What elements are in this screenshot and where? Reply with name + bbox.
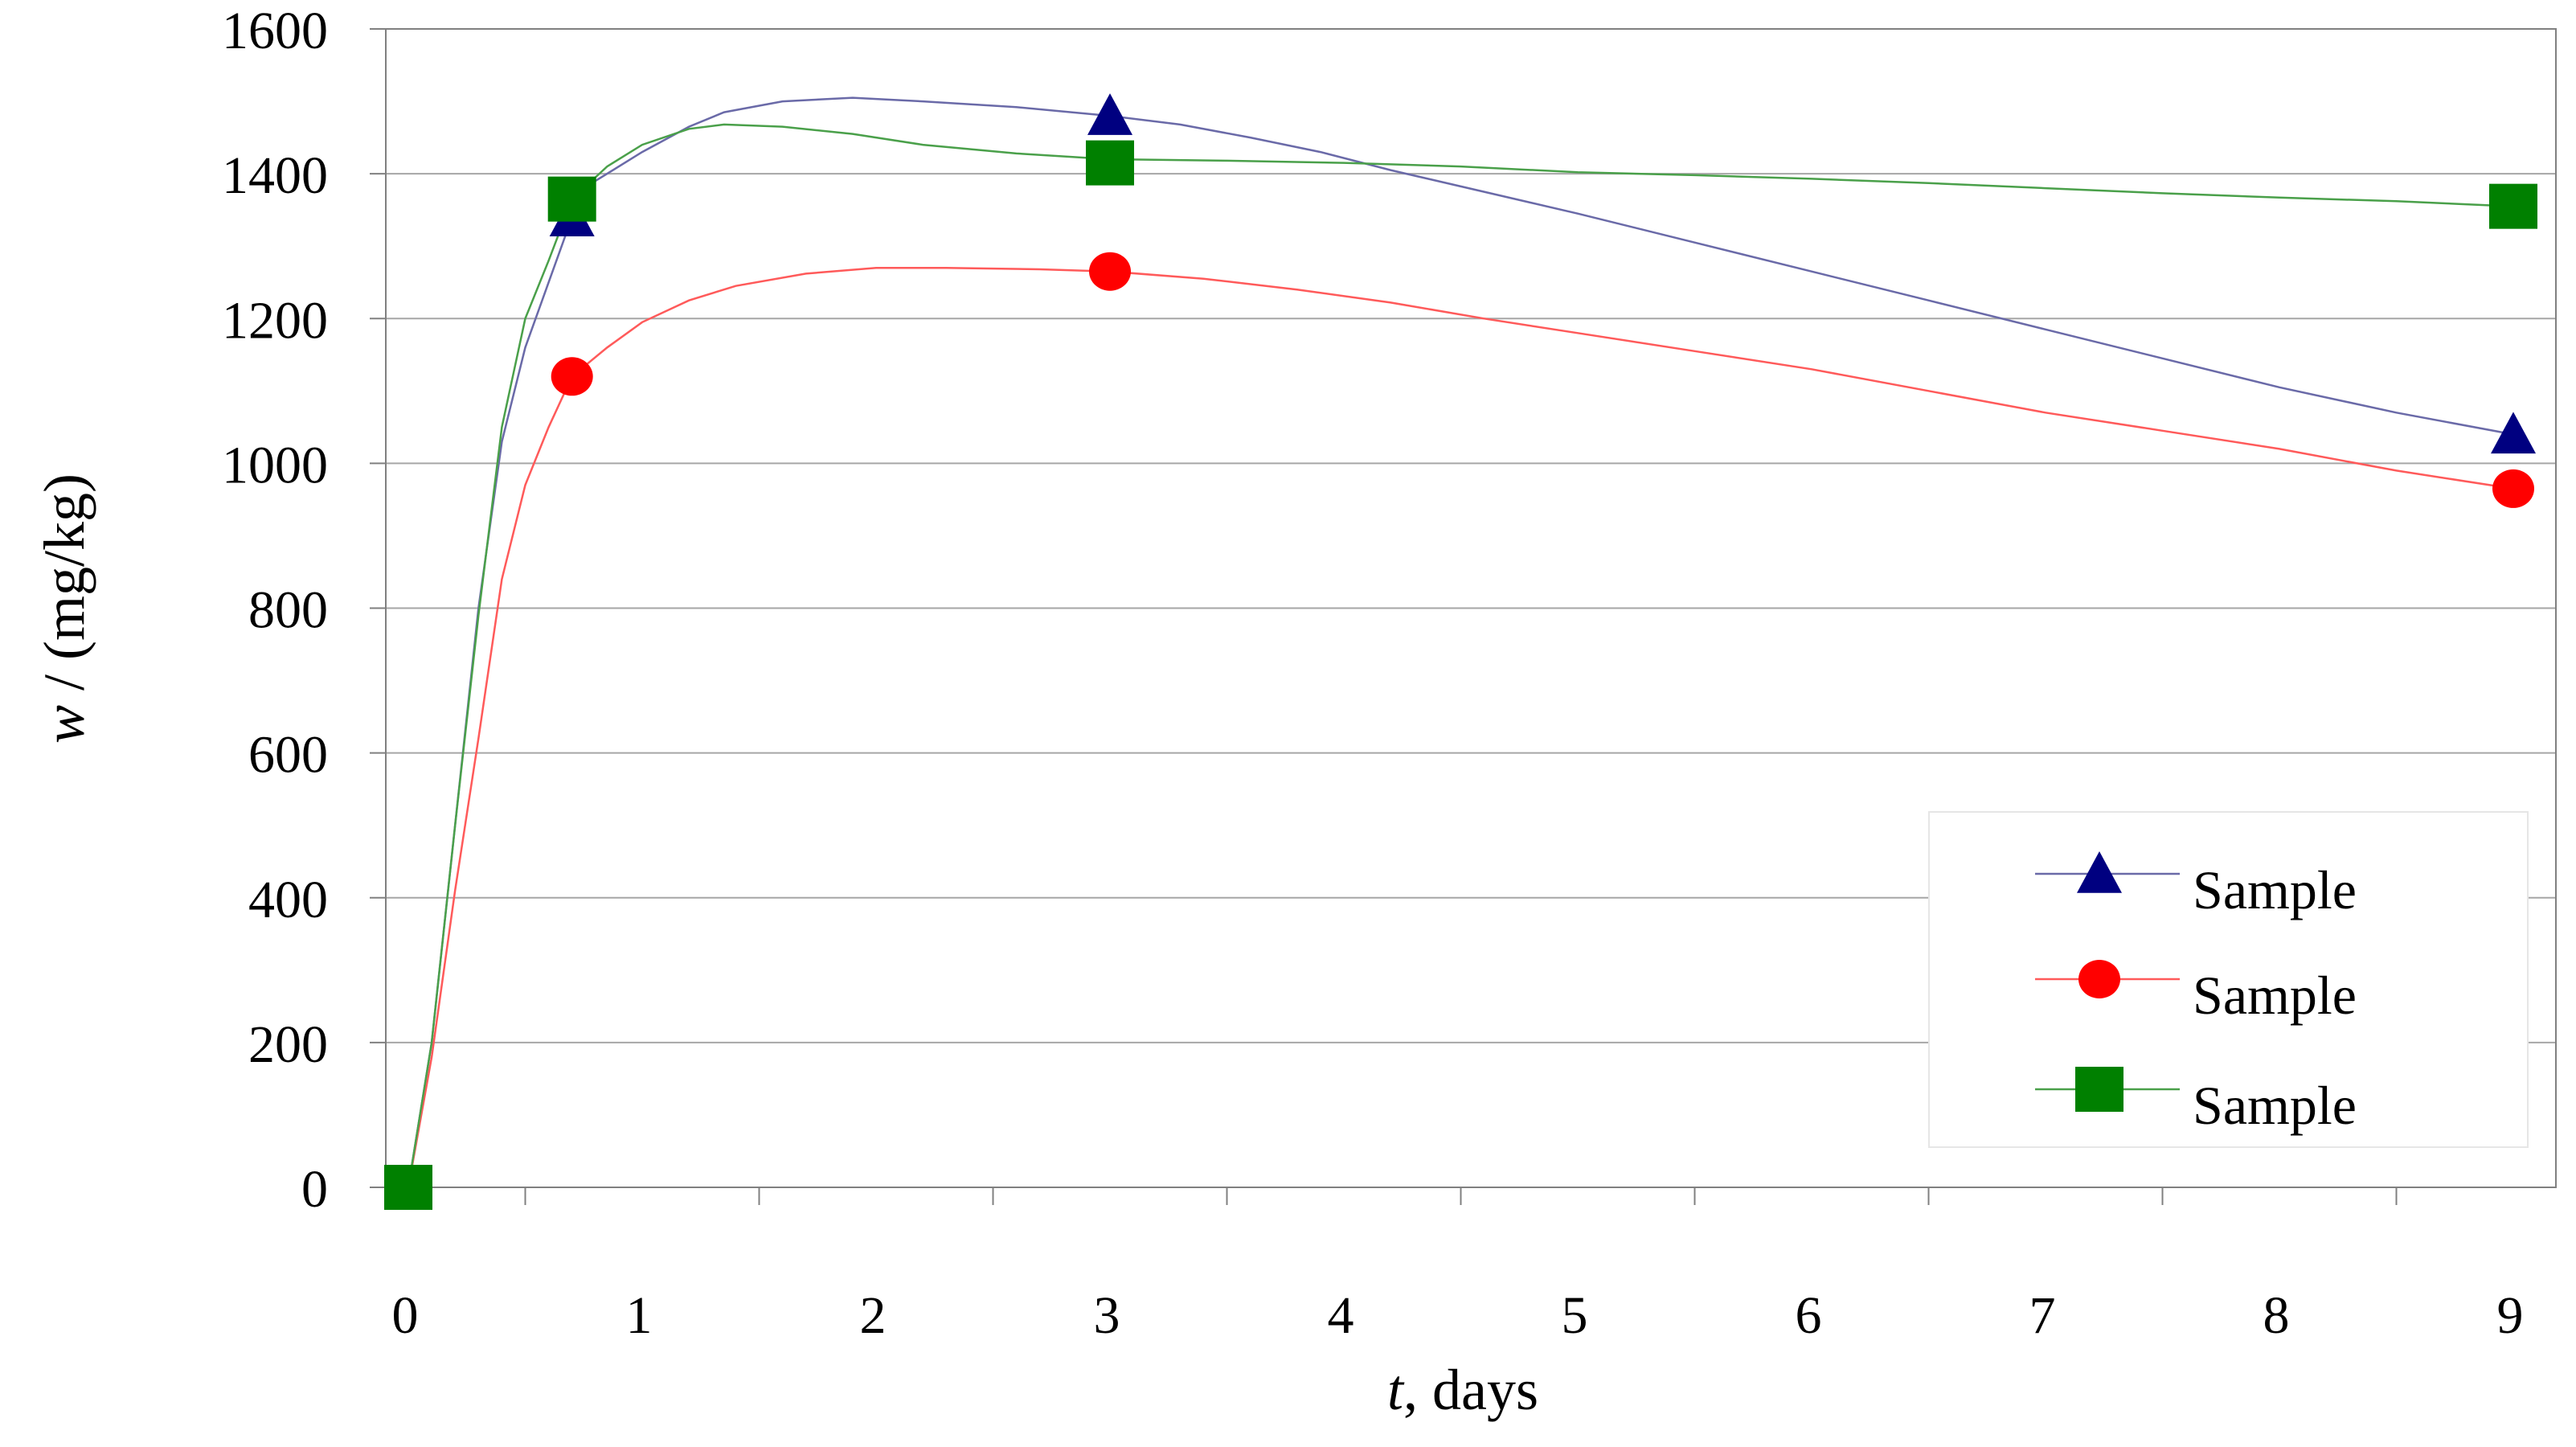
series-1-point-4: [2491, 412, 2536, 454]
y-tick-label-800: 800: [248, 581, 328, 640]
x-tick-label-6: 6: [1796, 1286, 1822, 1345]
y-tick-label-1600: 1600: [222, 2, 328, 60]
x-tick-label-2: 2: [860, 1286, 887, 1345]
y-tick-label-200: 200: [248, 1015, 328, 1074]
series-3-point-1: [384, 1165, 432, 1210]
series-markers: [384, 93, 2537, 1210]
series-2-point-3: [1089, 252, 1131, 291]
y-tick-labels: 0 200 400 600 800 1000 1200 1400 1600: [222, 2, 328, 1219]
series-line-1: [407, 96, 2514, 1188]
series-2-point-4: [2492, 469, 2534, 508]
legend-label-1: Sample: [2193, 859, 2357, 920]
y-tick-label-0: 0: [301, 1160, 328, 1219]
legend-label-3: Sample: [2193, 1075, 2357, 1136]
series-lines: [407, 96, 2514, 1188]
x-tick-label-5: 5: [1562, 1286, 1588, 1345]
series-line-3: [407, 123, 2514, 1188]
x-tick-label-3: 3: [1094, 1286, 1120, 1345]
legend-marker-3: [2075, 1067, 2123, 1112]
legend-marker-1: [2077, 851, 2122, 893]
x-tick-label-7: 7: [2029, 1286, 2056, 1345]
y-axis-label: w / (mg/kg): [32, 473, 96, 744]
legend: Sample Sample Sample: [1928, 811, 2529, 1148]
x-tick-label-9: 9: [2497, 1286, 2524, 1345]
legend-box: [1928, 811, 2529, 1148]
y-tick-label-1000: 1000: [222, 436, 328, 494]
x-tick-label-0: 0: [392, 1286, 419, 1345]
x-tick-label-4: 4: [1328, 1286, 1354, 1345]
axis-ticks: [370, 28, 2398, 1205]
x-tick-labels: 0 1 2 3 4 5 6 7 8 9: [392, 1286, 2524, 1345]
series-1-point-3: [1087, 93, 1132, 135]
y-tick-label-1400: 1400: [222, 146, 328, 205]
series-3-point-3: [1086, 140, 1134, 186]
y-tick-label-400: 400: [248, 871, 328, 929]
y-tick-label-600: 600: [248, 726, 328, 785]
gridlines: [386, 173, 2556, 1043]
series-3-point-4: [2489, 183, 2537, 229]
series-3-point-2: [547, 176, 596, 222]
x-axis-label: t, days: [1387, 1358, 1538, 1422]
series-2-point-2: [551, 357, 593, 396]
x-tick-label-1: 1: [626, 1286, 653, 1345]
x-tick-label-8: 8: [2263, 1286, 2290, 1345]
legend-label-2: Sample: [2193, 965, 2357, 1026]
y-tick-label-1200: 1200: [222, 291, 328, 350]
legend-marker-2: [2078, 960, 2120, 998]
series-line-2: [407, 266, 2514, 1188]
